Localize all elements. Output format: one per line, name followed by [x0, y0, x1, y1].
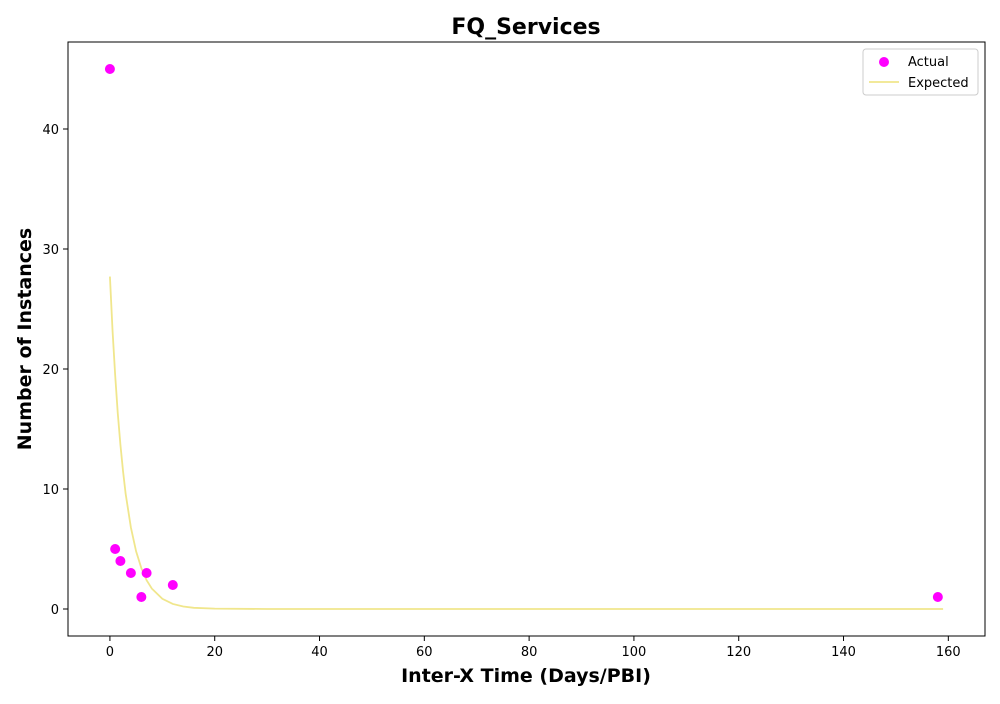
actual-point-0: [104, 64, 115, 74]
legend-label-actual: Actual: [908, 55, 949, 70]
x-tick-label-0: 0: [106, 645, 114, 660]
legend-box: [862, 48, 979, 96]
legend-label-expected: Expected: [908, 76, 969, 91]
actual-point-4: [136, 592, 147, 602]
plot-area: [104, 64, 944, 610]
actual-point-3: [125, 568, 136, 578]
plot-frame: [67, 41, 986, 637]
actual-point-1: [110, 544, 121, 554]
y-tick-label-30: 30: [42, 243, 59, 258]
legend: Actual Expected: [862, 48, 979, 96]
y-tick-label-10: 10: [42, 483, 59, 498]
x-tick-label-20: 20: [206, 645, 223, 660]
actual-point-5: [141, 568, 152, 578]
y-tick-label-0: 0: [51, 603, 59, 618]
x-tick-label-60: 60: [416, 645, 433, 660]
x-tick-label-160: 160: [936, 645, 961, 660]
actual-point-6: [167, 580, 178, 590]
x-tick-label-140: 140: [831, 645, 856, 660]
actual-point-2: [115, 556, 126, 566]
expected-series-line: [109, 276, 944, 610]
chart-title: FQ_Services: [451, 15, 600, 40]
axes: 0 20 40 60 80 100 120 140 160 0 10 20 30 40: [42, 41, 986, 660]
x-axis-label: Inter-X Time (Days/PBI): [401, 665, 651, 687]
legend-marker-actual: [879, 57, 889, 67]
x-tick-label-100: 100: [622, 645, 647, 660]
x-tick-label-80: 80: [521, 645, 538, 660]
y-tick-label-40: 40: [42, 123, 59, 138]
x-tick-label-120: 120: [726, 645, 751, 660]
y-axis-label: Number of Instances: [14, 228, 36, 450]
x-tick-label-40: 40: [311, 645, 328, 660]
actual-point-7: [932, 592, 943, 602]
y-tick-label-20: 20: [42, 363, 59, 378]
